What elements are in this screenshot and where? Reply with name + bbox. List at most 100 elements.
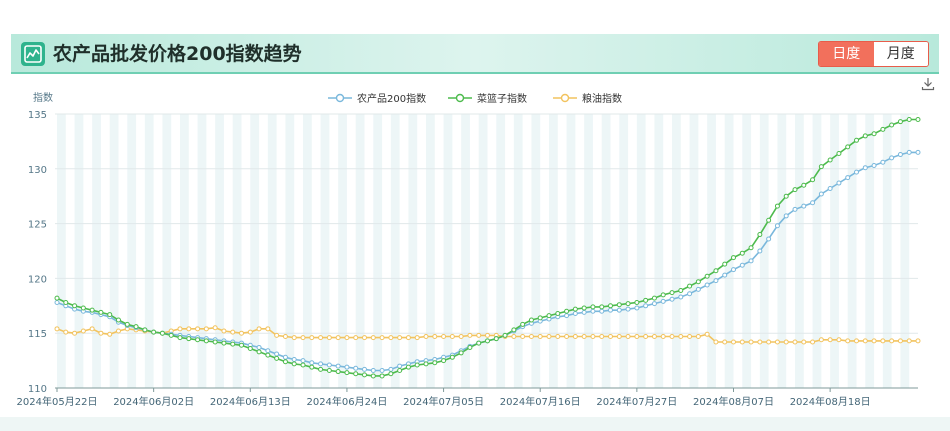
plot-band [847, 114, 857, 388]
plot-band [777, 114, 787, 388]
data-point [397, 335, 403, 341]
data-point [660, 298, 666, 304]
data-point [634, 305, 640, 311]
data-point [564, 313, 570, 319]
data-point [572, 333, 578, 339]
data-point [651, 301, 657, 307]
data-point [195, 326, 201, 332]
data-point [423, 333, 429, 339]
plot-band [443, 114, 453, 388]
plot-band [619, 114, 629, 388]
data-point [722, 261, 728, 267]
data-point [739, 262, 745, 268]
data-point [757, 248, 763, 254]
data-point [221, 328, 227, 334]
legend-label: 农产品200指数 [357, 92, 426, 105]
data-point [783, 339, 789, 345]
data-point [537, 315, 543, 321]
data-point [370, 367, 376, 373]
data-point [915, 116, 921, 122]
data-point [651, 333, 657, 339]
download-icon[interactable] [920, 76, 936, 92]
data-point [107, 331, 113, 337]
data-point [89, 307, 95, 313]
data-point [441, 333, 447, 339]
legend-swatch-marker [560, 93, 570, 103]
data-point [282, 333, 288, 339]
data-point [511, 333, 517, 339]
plot-band [601, 114, 611, 388]
data-point [537, 333, 543, 339]
data-point [265, 326, 271, 332]
data-point [370, 373, 376, 379]
data-point [309, 360, 315, 366]
plot-band [320, 114, 330, 388]
data-point [151, 329, 157, 335]
data-point [203, 326, 209, 332]
data-point [502, 332, 508, 338]
plot-band [127, 114, 137, 388]
plot-band [496, 114, 506, 388]
data-point [783, 213, 789, 219]
data-point [80, 305, 86, 311]
legend-swatch-marker [455, 93, 465, 103]
data-point [186, 336, 192, 342]
data-point [274, 332, 280, 338]
data-point [616, 333, 622, 339]
legend-item[interactable]: 粮油指数 [553, 92, 622, 105]
plot-band [408, 114, 418, 388]
data-point [405, 335, 411, 341]
data-point [564, 308, 570, 314]
y-tick-label: 115 [28, 329, 47, 340]
plot-band [654, 114, 664, 388]
x-tick-label: 2024年08月07日 [693, 395, 774, 408]
plot-band [584, 114, 593, 388]
data-point [326, 362, 332, 368]
data-point [774, 203, 780, 209]
data-point [915, 338, 921, 344]
day-toggle-button[interactable]: 日度 [819, 42, 874, 66]
data-point [687, 333, 693, 339]
plot-band [373, 114, 383, 388]
data-point [528, 333, 534, 339]
data-point [379, 335, 385, 341]
data-point [766, 236, 772, 242]
data-point [608, 333, 613, 339]
data-point [731, 255, 736, 261]
legend-item[interactable]: 菜篮子指数 [448, 92, 527, 105]
data-point [687, 283, 693, 289]
data-point [836, 150, 842, 156]
legend-label: 粮油指数 [582, 92, 622, 105]
data-point [792, 339, 798, 345]
data-point [423, 361, 429, 367]
data-point [414, 362, 420, 368]
data-point [572, 310, 578, 316]
plot-band [865, 114, 875, 388]
data-point [485, 332, 490, 338]
data-point [63, 329, 69, 335]
plot-band [724, 114, 734, 388]
data-point [845, 338, 851, 344]
data-point [177, 326, 183, 332]
legend-item[interactable]: 农产品200指数 [328, 92, 426, 105]
data-point [335, 335, 341, 341]
data-point [159, 330, 165, 336]
data-point [915, 149, 921, 155]
plot-band [355, 114, 365, 388]
data-point [906, 116, 912, 122]
data-point [616, 307, 622, 313]
data-point [748, 339, 754, 345]
data-point [608, 307, 613, 313]
data-point [300, 335, 306, 341]
data-point [669, 333, 675, 339]
data-point [643, 333, 649, 339]
legend-label: 菜篮子指数 [477, 92, 527, 105]
data-point [318, 366, 324, 372]
month-toggle-button[interactable]: 月度 [873, 42, 928, 66]
data-point [326, 335, 332, 341]
data-point [511, 327, 517, 333]
plot-band [180, 114, 189, 388]
plot-band [285, 114, 295, 388]
data-point [458, 350, 464, 356]
plot-band [267, 114, 277, 388]
